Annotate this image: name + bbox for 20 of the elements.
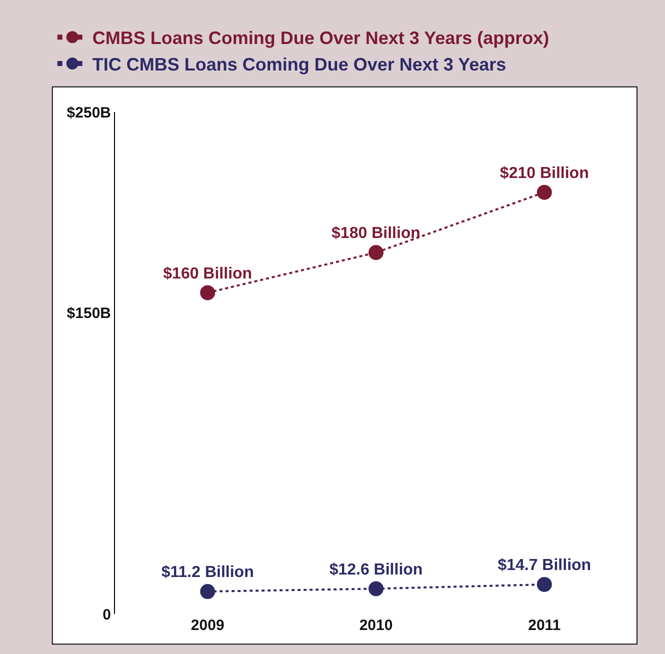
point — [536, 576, 552, 592]
y-tick-label: 0 — [102, 606, 111, 624]
x-tick-label: 2009 — [190, 617, 224, 634]
legend-label: TIC CMBS Loans Coming Due Over Next 3 Years — [92, 54, 506, 74]
data-label: $12.6 Billion — [329, 561, 423, 578]
y-tick-label: $150B — [66, 305, 112, 322]
legend-label: CMBS Loans Coming Due Over Next 3 Years (approx) — [92, 28, 550, 48]
x-tick-label: 2011 — [528, 617, 561, 634]
x-tick-label: 2010 — [359, 617, 393, 634]
y-tick-label: $250B — [66, 104, 112, 122]
data-label: $14.7 Billion — [498, 557, 592, 574]
data-label: $160 Billion — [163, 265, 252, 282]
point — [536, 184, 552, 200]
data-label: $180 Billion — [332, 225, 420, 242]
data-label: $210 Billion — [500, 164, 589, 182]
point — [200, 285, 216, 300]
point — [368, 245, 384, 260]
point — [368, 581, 384, 596]
point — [200, 584, 216, 600]
data-label: $11.2 Billion — [161, 564, 254, 582]
